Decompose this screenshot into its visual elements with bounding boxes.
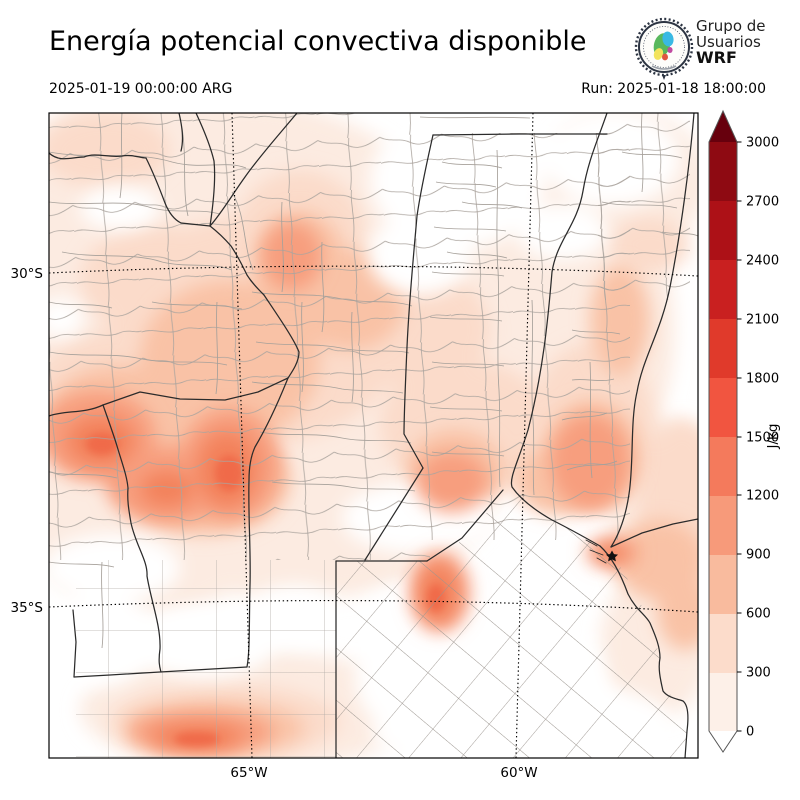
lon-label-60w: 60°W	[500, 765, 537, 781]
colorbar-unit-label: J/kg	[765, 424, 781, 450]
run-time-label: Run: 2025-01-18 18:00:00	[581, 81, 766, 97]
city-marker-star	[605, 550, 618, 562]
colorbar: 0 300 600 900 1200 1500 1800 2100 2400 2…	[708, 109, 781, 753]
cbar-tick-1500: 1500	[746, 431, 779, 446]
cbar-tick-0: 0	[746, 725, 754, 740]
axis-labels: 30°S 35°S 65°W 60°W	[11, 266, 538, 781]
logo-line-1: Grupo de	[696, 17, 766, 35]
colorbar-over-arrow	[709, 111, 737, 142]
gridline-35s	[49, 599, 698, 613]
gridline-60w	[515, 113, 534, 758]
cbar-tick-1800: 1800	[746, 372, 779, 387]
logo-line-wrf: WRF	[696, 48, 737, 67]
page-title: Energía potencial convectiva disponible	[49, 26, 587, 57]
logo-line-2: Usuarios	[696, 32, 761, 51]
lat-label-35s: 35°S	[11, 600, 44, 616]
cbar-tick-3000: 3000	[746, 136, 779, 151]
colorbar-under-arrow	[709, 731, 737, 752]
valid-time-label: 2025-01-19 00:00:00 ARG	[49, 81, 233, 97]
lat-label-30s: 30°S	[11, 266, 44, 282]
department-boundaries	[49, 113, 698, 758]
parana-river	[510, 113, 608, 547]
map-canvas	[49, 113, 698, 758]
wrf-group-logo-icon	[634, 17, 694, 80]
cbar-tick-2400: 2400	[746, 254, 779, 269]
cbar-tick-900: 900	[746, 548, 771, 563]
colorbar-segments	[709, 142, 737, 731]
atlantic-coastline	[599, 545, 689, 758]
logo-text: Grupo de Usuarios WRF	[696, 17, 766, 67]
gridline-65w	[231, 113, 253, 758]
cbar-tick-2700: 2700	[746, 195, 779, 210]
lon-label-65w: 65°W	[230, 765, 267, 781]
uruguay-river	[610, 113, 695, 548]
cbar-tick-300: 300	[746, 666, 771, 681]
colorbar-ticks	[737, 141, 742, 732]
map-border	[48, 112, 699, 759]
province-boundaries	[49, 113, 698, 758]
cbar-tick-1200: 1200	[746, 489, 779, 504]
cbar-tick-2100: 2100	[746, 313, 779, 328]
colorbar-tick-labels: 0 300 600 900 1200 1500 1800 2100 2400 2…	[746, 136, 779, 740]
grid-lines	[49, 113, 698, 758]
cbar-tick-600: 600	[746, 607, 771, 622]
gridline-30s	[49, 265, 698, 277]
